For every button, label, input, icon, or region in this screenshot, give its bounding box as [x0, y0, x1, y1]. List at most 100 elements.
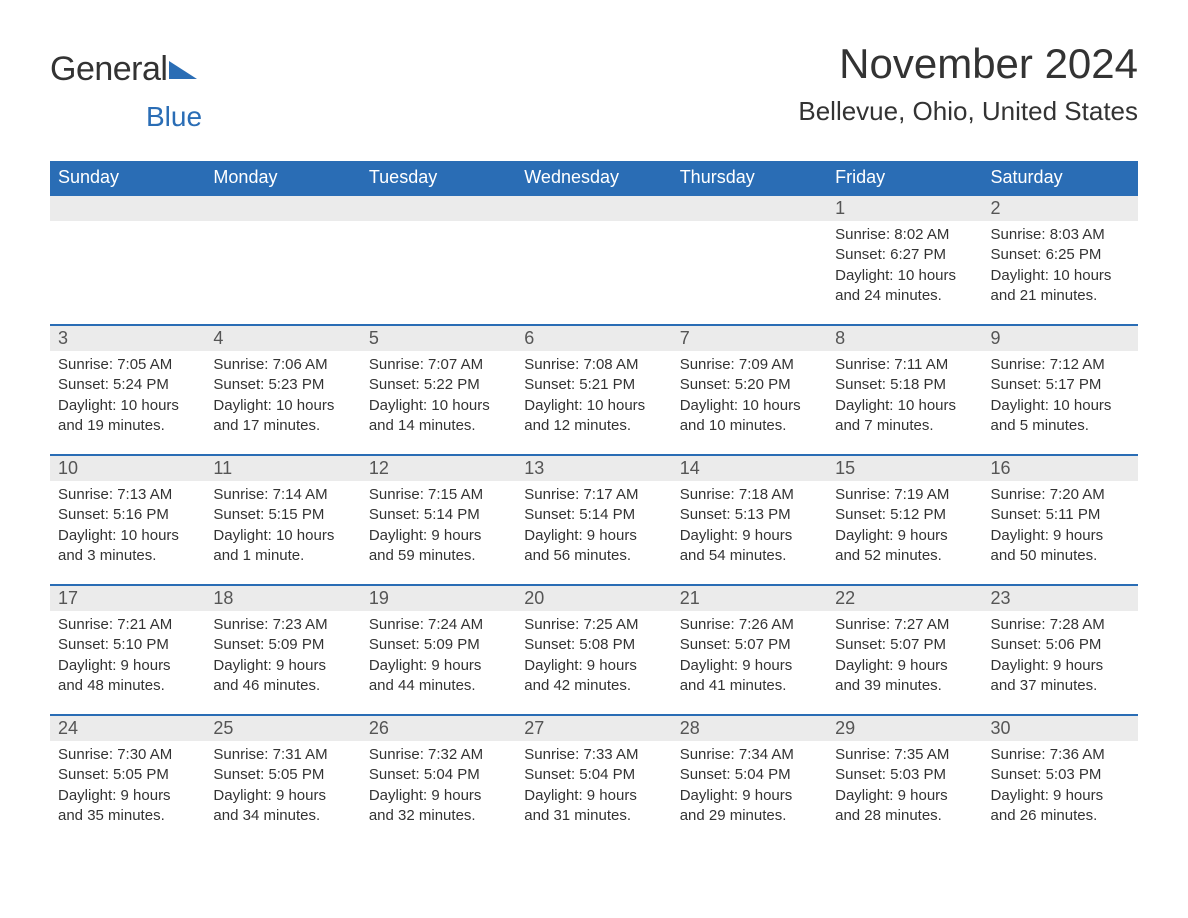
- daylight-text: Daylight: 9 hours and 29 minutes.: [680, 786, 819, 827]
- sunset-text: Sunset: 5:20 PM: [680, 375, 819, 395]
- daylight-text: Daylight: 9 hours and 52 minutes.: [835, 526, 974, 567]
- calendar-day-cell: 10Sunrise: 7:13 AMSunset: 5:16 PMDayligh…: [50, 454, 205, 584]
- day-content: Sunrise: 7:09 AMSunset: 5:20 PMDaylight:…: [672, 351, 827, 444]
- sunrise-text: Sunrise: 7:20 AM: [991, 485, 1130, 505]
- day-content: Sunrise: 7:24 AMSunset: 5:09 PMDaylight:…: [361, 611, 516, 704]
- day-number: 29: [827, 714, 982, 741]
- sunrise-text: Sunrise: 7:18 AM: [680, 485, 819, 505]
- sunrise-text: Sunrise: 7:13 AM: [58, 485, 197, 505]
- calendar-week-row: 24Sunrise: 7:30 AMSunset: 5:05 PMDayligh…: [50, 714, 1138, 844]
- day-content: Sunrise: 7:14 AMSunset: 5:15 PMDaylight:…: [205, 481, 360, 574]
- daylight-text: Daylight: 9 hours and 28 minutes.: [835, 786, 974, 827]
- calendar-week-row: 10Sunrise: 7:13 AMSunset: 5:16 PMDayligh…: [50, 454, 1138, 584]
- day-number: 28: [672, 714, 827, 741]
- day-content: Sunrise: 7:17 AMSunset: 5:14 PMDaylight:…: [516, 481, 671, 574]
- calendar-day-cell: 17Sunrise: 7:21 AMSunset: 5:10 PMDayligh…: [50, 584, 205, 714]
- sunset-text: Sunset: 5:21 PM: [524, 375, 663, 395]
- day-number: 17: [50, 584, 205, 611]
- sunrise-text: Sunrise: 8:03 AM: [991, 225, 1130, 245]
- calendar-day-cell: 27Sunrise: 7:33 AMSunset: 5:04 PMDayligh…: [516, 714, 671, 844]
- daylight-text: Daylight: 9 hours and 37 minutes.: [991, 656, 1130, 697]
- day-content: Sunrise: 7:12 AMSunset: 5:17 PMDaylight:…: [983, 351, 1138, 444]
- day-number: 24: [50, 714, 205, 741]
- daylight-text: Daylight: 9 hours and 59 minutes.: [369, 526, 508, 567]
- calendar-day-cell: 13Sunrise: 7:17 AMSunset: 5:14 PMDayligh…: [516, 454, 671, 584]
- title-block: November 2024 Bellevue, Ohio, United Sta…: [798, 40, 1138, 127]
- sunrise-text: Sunrise: 7:31 AM: [213, 745, 352, 765]
- sunrise-text: Sunrise: 7:12 AM: [991, 355, 1130, 375]
- sunset-text: Sunset: 6:27 PM: [835, 245, 974, 265]
- day-content: Sunrise: 7:32 AMSunset: 5:04 PMDaylight:…: [361, 741, 516, 834]
- logo-text-general: General: [50, 50, 167, 89]
- sunrise-text: Sunrise: 7:23 AM: [213, 615, 352, 635]
- day-number: 5: [361, 324, 516, 351]
- daylight-text: Daylight: 9 hours and 48 minutes.: [58, 656, 197, 697]
- weekday-header: Thursday: [672, 161, 827, 194]
- daylight-text: Daylight: 10 hours and 1 minute.: [213, 526, 352, 567]
- day-content: Sunrise: 7:20 AMSunset: 5:11 PMDaylight:…: [983, 481, 1138, 574]
- calendar-day-cell: 25Sunrise: 7:31 AMSunset: 5:05 PMDayligh…: [205, 714, 360, 844]
- daylight-text: Daylight: 10 hours and 7 minutes.: [835, 396, 974, 437]
- calendar-day-cell: 4Sunrise: 7:06 AMSunset: 5:23 PMDaylight…: [205, 324, 360, 454]
- sunrise-text: Sunrise: 7:15 AM: [369, 485, 508, 505]
- day-content: Sunrise: 7:33 AMSunset: 5:04 PMDaylight:…: [516, 741, 671, 834]
- calendar-day-cell: 19Sunrise: 7:24 AMSunset: 5:09 PMDayligh…: [361, 584, 516, 714]
- calendar-day-cell: 24Sunrise: 7:30 AMSunset: 5:05 PMDayligh…: [50, 714, 205, 844]
- day-number: 6: [516, 324, 671, 351]
- sunrise-text: Sunrise: 7:19 AM: [835, 485, 974, 505]
- sunset-text: Sunset: 5:04 PM: [524, 765, 663, 785]
- sunrise-text: Sunrise: 7:21 AM: [58, 615, 197, 635]
- calendar-day-cell: 8Sunrise: 7:11 AMSunset: 5:18 PMDaylight…: [827, 324, 982, 454]
- day-number: 19: [361, 584, 516, 611]
- daylight-text: Daylight: 10 hours and 24 minutes.: [835, 266, 974, 307]
- sunset-text: Sunset: 5:09 PM: [213, 635, 352, 655]
- day-content: Sunrise: 7:36 AMSunset: 5:03 PMDaylight:…: [983, 741, 1138, 834]
- sunset-text: Sunset: 5:14 PM: [369, 505, 508, 525]
- calendar-day-cell: .: [205, 194, 360, 324]
- daylight-text: Daylight: 9 hours and 42 minutes.: [524, 656, 663, 697]
- logo-text-blue: Blue: [146, 101, 202, 132]
- sunset-text: Sunset: 5:13 PM: [680, 505, 819, 525]
- calendar-day-cell: 22Sunrise: 7:27 AMSunset: 5:07 PMDayligh…: [827, 584, 982, 714]
- daylight-text: Daylight: 9 hours and 41 minutes.: [680, 656, 819, 697]
- sunrise-text: Sunrise: 7:07 AM: [369, 355, 508, 375]
- sunset-text: Sunset: 5:12 PM: [835, 505, 974, 525]
- calendar-day-cell: 7Sunrise: 7:09 AMSunset: 5:20 PMDaylight…: [672, 324, 827, 454]
- day-content: Sunrise: 7:05 AMSunset: 5:24 PMDaylight:…: [50, 351, 205, 444]
- daylight-text: Daylight: 10 hours and 17 minutes.: [213, 396, 352, 437]
- weekday-header: Monday: [205, 161, 360, 194]
- sunrise-text: Sunrise: 7:05 AM: [58, 355, 197, 375]
- day-number: 10: [50, 454, 205, 481]
- day-number: 2: [983, 194, 1138, 221]
- calendar-day-cell: 30Sunrise: 7:36 AMSunset: 5:03 PMDayligh…: [983, 714, 1138, 844]
- sunrise-text: Sunrise: 7:08 AM: [524, 355, 663, 375]
- day-content: Sunrise: 7:26 AMSunset: 5:07 PMDaylight:…: [672, 611, 827, 704]
- day-content: Sunrise: 7:19 AMSunset: 5:12 PMDaylight:…: [827, 481, 982, 574]
- sunset-text: Sunset: 5:04 PM: [680, 765, 819, 785]
- day-content: [672, 221, 827, 233]
- sunset-text: Sunset: 5:06 PM: [991, 635, 1130, 655]
- weekday-header: Wednesday: [516, 161, 671, 194]
- day-number: 4: [205, 324, 360, 351]
- sunset-text: Sunset: 5:17 PM: [991, 375, 1130, 395]
- day-number: 20: [516, 584, 671, 611]
- calendar-day-cell: 16Sunrise: 7:20 AMSunset: 5:11 PMDayligh…: [983, 454, 1138, 584]
- day-number: 8: [827, 324, 982, 351]
- calendar-day-cell: 1Sunrise: 8:02 AMSunset: 6:27 PMDaylight…: [827, 194, 982, 324]
- calendar-day-cell: 18Sunrise: 7:23 AMSunset: 5:09 PMDayligh…: [205, 584, 360, 714]
- calendar-day-cell: 5Sunrise: 7:07 AMSunset: 5:22 PMDaylight…: [361, 324, 516, 454]
- day-number: 23: [983, 584, 1138, 611]
- daylight-text: Daylight: 10 hours and 21 minutes.: [991, 266, 1130, 307]
- day-number: .: [361, 194, 516, 221]
- day-number: 9: [983, 324, 1138, 351]
- calendar-day-cell: 20Sunrise: 7:25 AMSunset: 5:08 PMDayligh…: [516, 584, 671, 714]
- day-content: Sunrise: 7:30 AMSunset: 5:05 PMDaylight:…: [50, 741, 205, 834]
- weekday-header: Friday: [827, 161, 982, 194]
- sunset-text: Sunset: 5:11 PM: [991, 505, 1130, 525]
- day-number: 1: [827, 194, 982, 221]
- calendar-day-cell: 26Sunrise: 7:32 AMSunset: 5:04 PMDayligh…: [361, 714, 516, 844]
- sunset-text: Sunset: 5:05 PM: [213, 765, 352, 785]
- day-number: 13: [516, 454, 671, 481]
- daylight-text: Daylight: 9 hours and 50 minutes.: [991, 526, 1130, 567]
- daylight-text: Daylight: 10 hours and 10 minutes.: [680, 396, 819, 437]
